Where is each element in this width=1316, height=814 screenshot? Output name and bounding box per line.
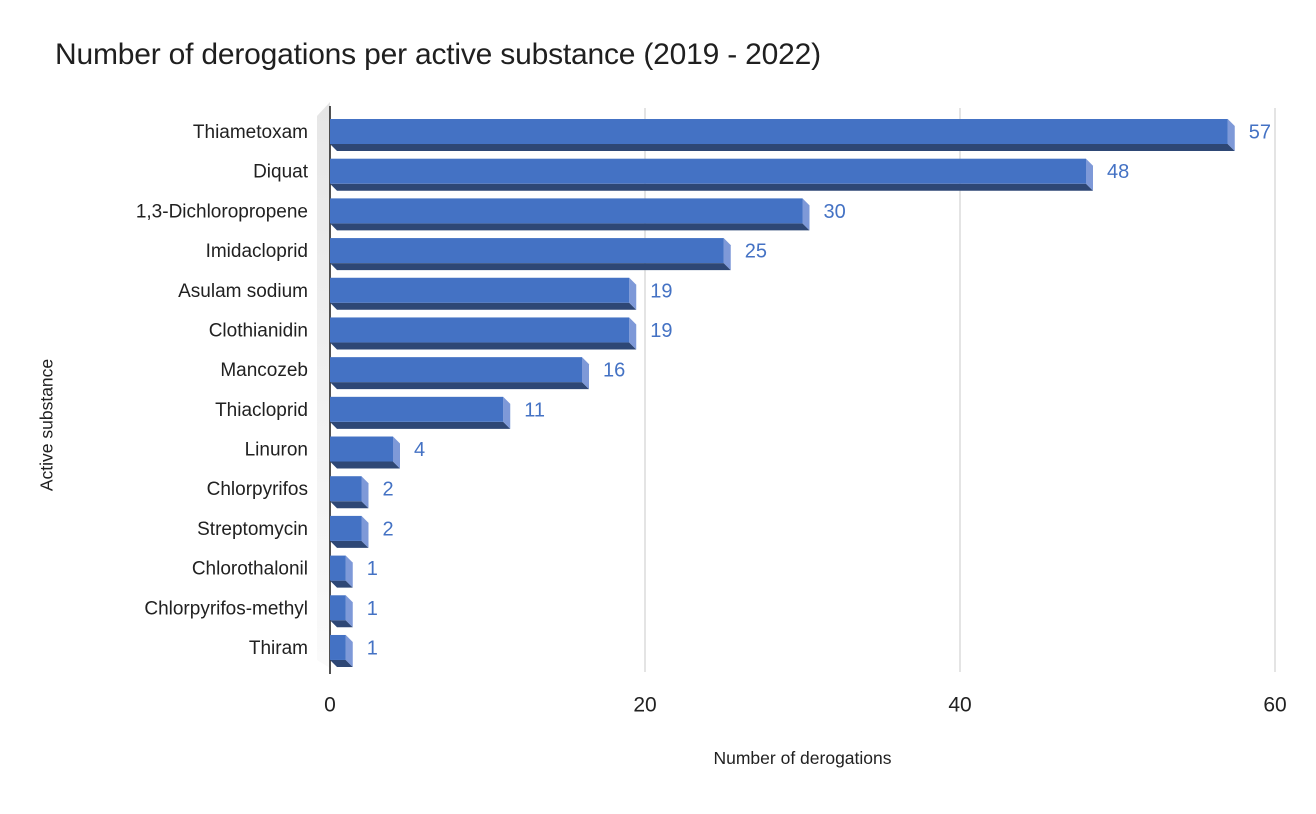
category-label: Chlorpyrifos (207, 479, 308, 500)
bar-end-cap (345, 555, 353, 588)
bar-end-cap (629, 317, 637, 350)
bar-end-cap (629, 277, 637, 310)
bar-value-label: 30 (824, 201, 846, 223)
bar-bottom-face (330, 421, 511, 429)
bar-end-cap (503, 396, 511, 429)
category-label: Asulam sodium (178, 281, 308, 302)
bar-value-label: 1 (367, 558, 378, 580)
x-tick-label-60: 60 (1263, 693, 1286, 716)
bar-bottom-face (330, 620, 353, 628)
category-label: Mancozeb (220, 360, 308, 381)
category-label: Imidacloprid (206, 241, 308, 262)
bar-end-cap (361, 515, 369, 548)
bar-end-cap (802, 198, 810, 231)
x-axis-title: Number of derogations (713, 748, 892, 768)
category-label: Thiram (249, 638, 308, 659)
bar-value-label: 11 (524, 399, 545, 421)
category-label: Thiametoxam (193, 122, 308, 143)
bar-bottom-face (330, 183, 1093, 191)
chart-title: Number of derogations per active substan… (55, 38, 821, 71)
bar (330, 555, 346, 581)
bar-value-label: 19 (650, 320, 672, 342)
bar-value-label: 4 (414, 439, 425, 461)
bar-bottom-face (330, 302, 637, 310)
bar (330, 476, 362, 502)
category-label: Streptomycin (197, 519, 308, 540)
bar-end-cap (393, 436, 400, 469)
bar-end-cap (361, 476, 369, 509)
bar (330, 198, 803, 224)
bar-bottom-face (330, 540, 369, 548)
bar (330, 119, 1228, 144)
bar-bottom-face (330, 501, 369, 509)
bar (330, 277, 630, 303)
bar-end-cap (582, 357, 589, 390)
bar-end-cap (1086, 158, 1093, 191)
bar-value-label: 1 (367, 598, 378, 620)
x-tick-label-20: 20 (633, 693, 656, 716)
axis-wall-3d (317, 102, 330, 668)
bar (330, 396, 504, 422)
bar (330, 317, 630, 343)
bar (330, 595, 346, 621)
bar-value-label: 1 (367, 637, 378, 659)
bar (330, 515, 362, 541)
bar-bottom-face (330, 223, 810, 231)
bar-end-cap (723, 238, 731, 271)
bar (330, 158, 1086, 184)
x-tick-label-0: 0 (324, 693, 336, 716)
bar-value-label: 48 (1107, 161, 1129, 183)
bar-end-cap (345, 595, 353, 628)
category-label: Chlorpyrifos-methyl (144, 598, 308, 619)
bar (330, 634, 346, 660)
category-label: Diquat (253, 162, 309, 183)
bar-bottom-face (330, 659, 353, 667)
bar (330, 436, 393, 462)
category-label: Thiacloprid (215, 400, 308, 421)
category-label: Clothianidin (209, 320, 308, 341)
bar (330, 357, 582, 383)
bar-bottom-face (330, 580, 353, 588)
category-label: Chlorothalonil (192, 559, 308, 580)
bar-bottom-face (330, 461, 400, 469)
x-tick-label-40: 40 (948, 693, 971, 716)
bar-end-cap (345, 634, 353, 667)
bar-value-label: 2 (383, 479, 394, 501)
bar-bottom-face (330, 382, 589, 390)
bar-value-label: 57 (1249, 122, 1271, 144)
bar-value-label: 16 (603, 360, 625, 382)
bar-end-cap (1227, 119, 1235, 151)
category-label: Linuron (245, 440, 308, 461)
bar-value-label: 25 (745, 241, 767, 263)
bar-value-label: 2 (383, 518, 394, 540)
category-label: 1,3-Dichloropropene (136, 201, 308, 222)
bar-bottom-face (330, 263, 731, 271)
bar-value-label: 19 (650, 280, 672, 302)
bar (330, 238, 724, 264)
bar-bottom-face (330, 342, 637, 350)
bar-bottom-face (330, 144, 1235, 151)
